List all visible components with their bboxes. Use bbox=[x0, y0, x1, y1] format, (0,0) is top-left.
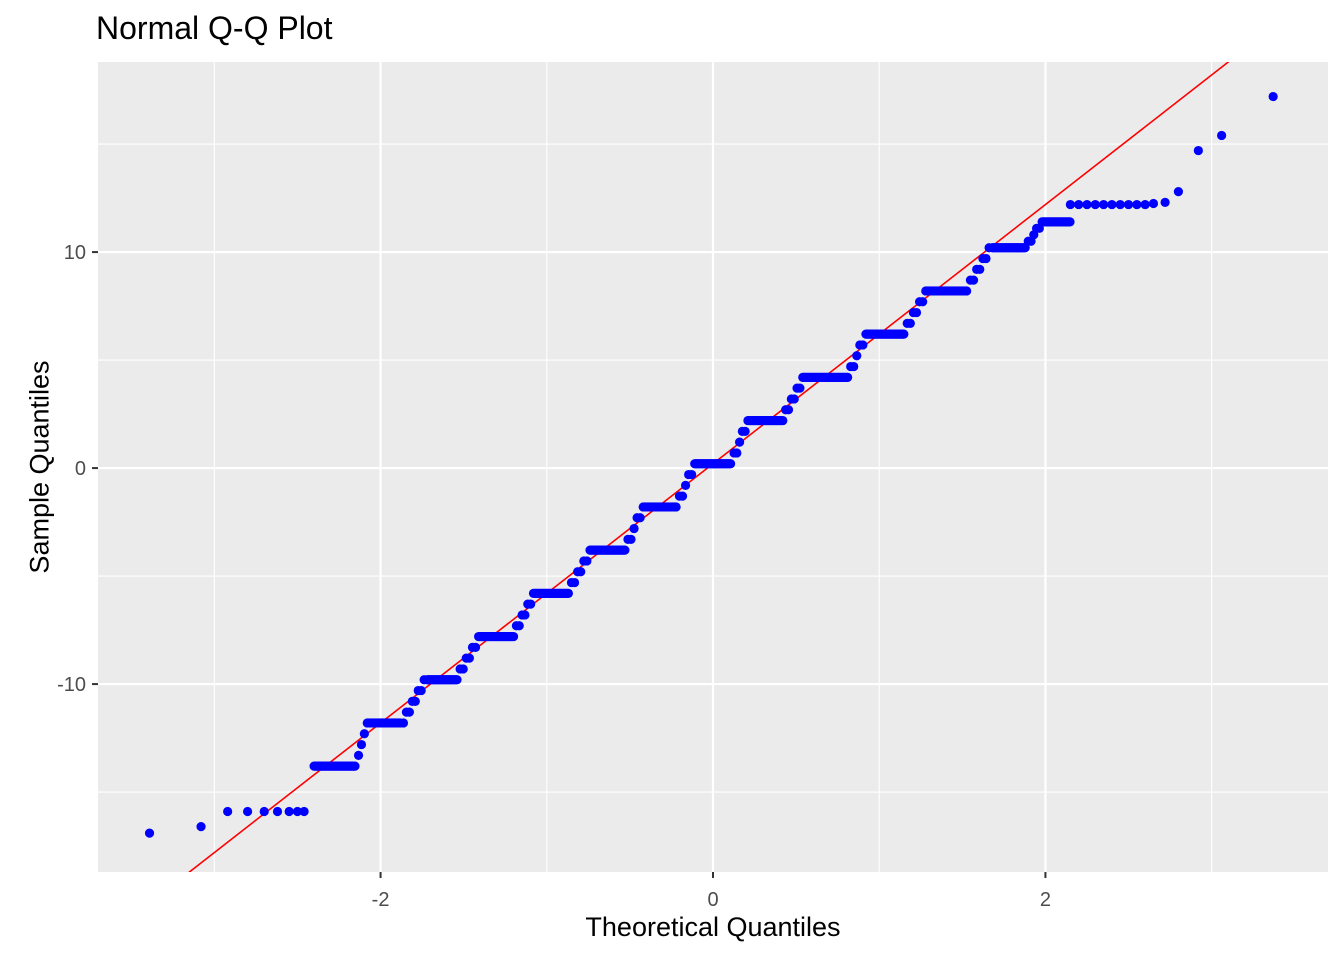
data-point bbox=[962, 286, 972, 296]
data-point bbox=[1074, 199, 1084, 210]
data-point bbox=[734, 437, 745, 447]
data-point bbox=[1148, 198, 1159, 209]
data-point bbox=[852, 351, 862, 361]
data-point bbox=[687, 469, 697, 480]
data-point bbox=[1132, 199, 1142, 210]
data-point bbox=[911, 307, 922, 318]
chart-title: Normal Q-Q Plot bbox=[96, 10, 333, 46]
data-point bbox=[968, 275, 979, 285]
data-point bbox=[508, 631, 519, 642]
data-point bbox=[1193, 145, 1203, 156]
data-point bbox=[1082, 199, 1092, 210]
x-tick-label: 0 bbox=[707, 889, 718, 911]
data-point bbox=[732, 448, 742, 458]
data-point bbox=[223, 806, 233, 817]
data-point bbox=[272, 806, 283, 817]
data-point bbox=[629, 523, 639, 534]
data-point bbox=[858, 340, 868, 350]
data-point bbox=[671, 502, 681, 512]
data-point bbox=[778, 415, 788, 426]
y-axis-ticks: -10 0 10 bbox=[57, 242, 98, 696]
data-point bbox=[350, 761, 360, 771]
data-point bbox=[1115, 199, 1125, 210]
data-point bbox=[635, 513, 645, 523]
x-axis-ticks: -2 0 2 bbox=[372, 872, 1051, 911]
data-point bbox=[196, 822, 206, 832]
data-point bbox=[1268, 91, 1278, 102]
y-axis-label: Sample Quantiles bbox=[24, 360, 55, 574]
data-point bbox=[259, 806, 269, 817]
data-point bbox=[458, 664, 468, 674]
x-axis-label: Theoretical Quantiles bbox=[585, 912, 841, 942]
data-point bbox=[520, 610, 530, 620]
data-point bbox=[242, 806, 253, 817]
data-point bbox=[789, 394, 799, 404]
data-point bbox=[452, 675, 462, 685]
data-point bbox=[464, 653, 474, 663]
data-point bbox=[1217, 130, 1227, 141]
data-points bbox=[144, 91, 1278, 838]
data-point bbox=[144, 828, 155, 838]
data-point bbox=[1065, 217, 1075, 227]
data-point bbox=[416, 685, 426, 696]
data-point bbox=[795, 383, 805, 393]
data-point bbox=[1065, 199, 1075, 210]
data-point bbox=[1107, 199, 1117, 210]
data-point bbox=[1140, 199, 1150, 210]
y-tick-label: -10 bbox=[57, 674, 86, 696]
data-point bbox=[899, 329, 909, 339]
data-point bbox=[514, 621, 524, 631]
x-tick-label: 2 bbox=[1040, 889, 1051, 911]
data-point bbox=[981, 253, 991, 264]
data-point bbox=[680, 480, 691, 490]
data-point bbox=[849, 361, 859, 372]
data-point bbox=[740, 426, 750, 436]
data-point bbox=[359, 729, 369, 739]
x-tick-label: -2 bbox=[372, 889, 390, 911]
data-point bbox=[918, 297, 928, 307]
data-point bbox=[410, 696, 420, 706]
data-point bbox=[975, 264, 985, 274]
data-point bbox=[726, 459, 736, 469]
data-point bbox=[1123, 199, 1134, 210]
data-point bbox=[576, 567, 586, 577]
data-point bbox=[470, 642, 481, 652]
data-point bbox=[626, 534, 636, 544]
data-point bbox=[292, 806, 303, 817]
data-point bbox=[563, 588, 573, 598]
data-point bbox=[1173, 187, 1184, 197]
data-point bbox=[843, 372, 853, 382]
data-point bbox=[299, 806, 309, 817]
data-point bbox=[582, 556, 592, 566]
data-point bbox=[569, 577, 580, 588]
data-point bbox=[398, 718, 409, 728]
data-point bbox=[905, 318, 915, 328]
data-point bbox=[404, 707, 414, 717]
y-tick-label: 0 bbox=[75, 458, 86, 480]
data-point bbox=[353, 750, 364, 760]
data-point bbox=[356, 739, 367, 750]
data-point bbox=[783, 405, 794, 415]
y-tick-label: 10 bbox=[64, 242, 86, 264]
data-point bbox=[526, 599, 536, 609]
data-point bbox=[1090, 199, 1100, 210]
data-point bbox=[284, 806, 294, 817]
data-point bbox=[677, 491, 688, 501]
data-point bbox=[1099, 199, 1109, 210]
data-point bbox=[620, 545, 630, 555]
data-point bbox=[1160, 197, 1170, 207]
